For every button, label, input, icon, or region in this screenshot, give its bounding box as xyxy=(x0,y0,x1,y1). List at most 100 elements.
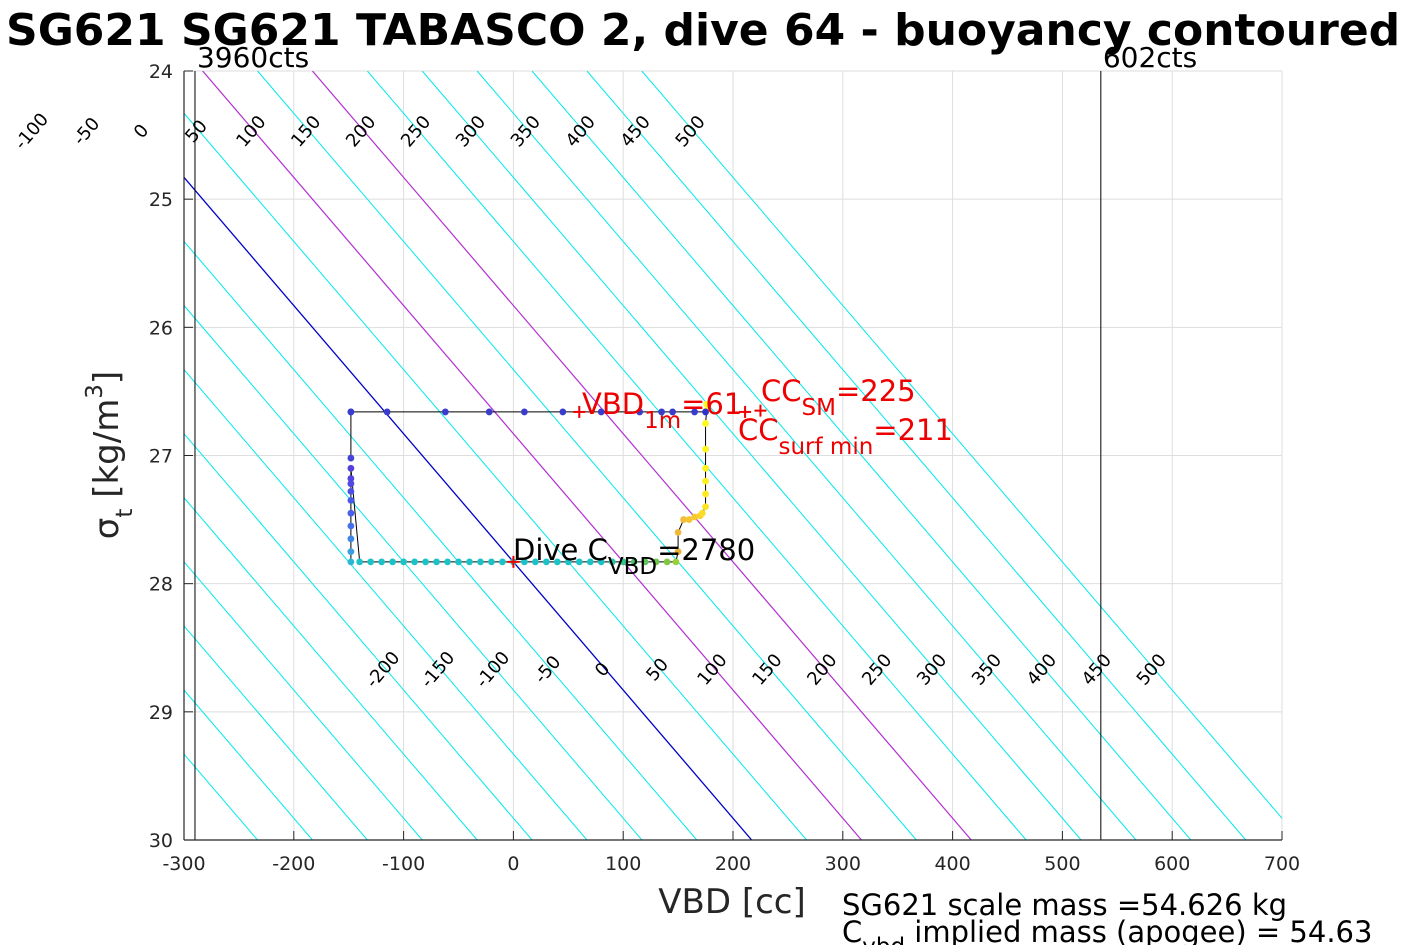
y-tick-label-26: 26 xyxy=(149,317,173,339)
x-tick-label-700: 700 xyxy=(1264,853,1300,875)
cc-surf-min-annotation: CCsurf min=211 xyxy=(738,413,953,460)
x-tick-label--200: -200 xyxy=(272,853,315,875)
vbd-1m-main: VBD xyxy=(582,387,644,421)
dive-track-point xyxy=(597,408,605,416)
axes: -300 -200 -100 0 100 200 300 400 500 600 700242526… xyxy=(149,61,1300,875)
dive-track-point xyxy=(347,475,355,482)
dive-cvbd-rest: =2780 xyxy=(657,533,755,567)
x-tick-label-100: 100 xyxy=(605,853,641,875)
vbd-1m-marker xyxy=(573,405,586,418)
contour-label-top-450: 450 xyxy=(617,112,655,152)
contour-label-top-100: 100 xyxy=(232,112,270,152)
footer-implied-rest: implied mass (apogee) = 54.63 xyxy=(905,915,1372,945)
dive-track xyxy=(347,400,711,566)
dive-track-point xyxy=(455,558,462,566)
x-tick-label-600: 600 xyxy=(1154,853,1190,875)
x-tick-label-0: 0 xyxy=(507,853,519,875)
contour-label-bottom-250: 250 xyxy=(858,650,896,690)
dive-track-point xyxy=(411,558,418,566)
contour-line-150 xyxy=(257,71,917,840)
dive-track-point xyxy=(702,503,709,511)
dive-track-point xyxy=(400,558,407,566)
dive-track-point xyxy=(698,509,706,517)
dive-track-point xyxy=(586,558,594,566)
dive-track-point xyxy=(663,558,671,566)
dive-track-point xyxy=(652,558,660,566)
contour-label-bottom--150: -150 xyxy=(417,647,460,692)
contour-label-top-150: 150 xyxy=(287,112,325,152)
dive-track-point xyxy=(669,408,677,416)
contour-line-450 xyxy=(586,71,1247,840)
dive-track-point xyxy=(630,558,638,566)
contour-line--350 xyxy=(184,625,368,840)
y-axis-sup: 3 xyxy=(82,384,108,399)
dive-track-point xyxy=(477,558,484,566)
contour-label-bottom-150: 150 xyxy=(748,650,786,690)
dive-track-point xyxy=(691,513,698,521)
dive-track-point xyxy=(389,558,397,566)
cc-surf-min-sub: surf min xyxy=(779,434,874,460)
dive-track-point xyxy=(347,464,355,472)
x-tick-label--300: -300 xyxy=(162,853,205,875)
dive-track-point xyxy=(702,490,709,498)
dive-track-point xyxy=(641,558,649,566)
contour-lines xyxy=(184,71,1282,840)
contour-label-top-300: 300 xyxy=(452,112,490,152)
dive-track-point xyxy=(444,558,451,566)
y-axis-close: ] xyxy=(87,371,127,384)
y-tick-label-29: 29 xyxy=(149,702,173,724)
y-axis-sub: t xyxy=(112,509,138,518)
y-axis-sigma: σ xyxy=(87,518,127,540)
contour-line-350 xyxy=(476,71,1137,840)
contour-line--250 xyxy=(184,497,478,840)
cc-sm-main: CC xyxy=(761,374,802,408)
contour-label-top-200: 200 xyxy=(342,112,380,152)
dive-track-point xyxy=(499,558,506,566)
cc-surf-min-marker xyxy=(739,405,752,418)
contour-label-top--50: -50 xyxy=(69,114,104,150)
contour-line-0 xyxy=(184,176,753,840)
contour-line--50 xyxy=(184,240,698,840)
dive-track-point xyxy=(347,408,355,416)
contour-line-250 xyxy=(366,71,1027,840)
dive-track-point xyxy=(674,548,682,556)
x-tick-label-400: 400 xyxy=(934,853,970,875)
contour-label-bottom-200: 200 xyxy=(803,650,841,690)
dive-track-point xyxy=(597,558,605,566)
vbd-1m-rest: =61 xyxy=(681,387,742,421)
x-tick-label-300: 300 xyxy=(825,853,861,875)
dive-track-point xyxy=(674,529,682,536)
y-axis-label: σt [kg/m3] xyxy=(82,371,138,539)
contour-label-bottom-100: 100 xyxy=(693,650,731,690)
contour-label-top-350: 350 xyxy=(507,112,545,152)
dive-track-point xyxy=(542,558,550,566)
dive-track-point xyxy=(347,487,355,495)
dive-track-point xyxy=(422,558,429,566)
dive-track-point xyxy=(356,558,364,566)
x-tick-label--100: -100 xyxy=(382,853,425,875)
contour-label-bottom--200: -200 xyxy=(362,647,405,692)
vbd-1m-sub: 1m xyxy=(644,408,681,434)
chart-title: SG621 SG621 TABASCO 2, dive 64 - buoyanc… xyxy=(6,5,1400,56)
dive-track-point xyxy=(520,558,528,566)
contour-line--400 xyxy=(184,689,313,840)
footer-implied-mass: Cvbd implied mass (apogee) = 54.63 xyxy=(842,915,1372,945)
contour-label-bottom-0: 0 xyxy=(591,659,614,681)
vbd-1m-annotation: VBD1m=61 xyxy=(582,387,742,434)
contour-line--300 xyxy=(184,561,423,840)
dive-track-point xyxy=(378,558,386,566)
y-tick-label-25: 25 xyxy=(149,189,173,211)
dive-track-point xyxy=(553,558,561,566)
dive-track-point xyxy=(672,558,680,566)
dive-cvbd-sub: VBD xyxy=(608,554,657,580)
dive-track-point xyxy=(367,558,375,566)
x-tick-label-500: 500 xyxy=(1044,853,1080,875)
dive-track-point xyxy=(680,516,687,523)
dive-track-point xyxy=(559,408,567,416)
dive-track-point xyxy=(531,558,539,566)
dive-track-point xyxy=(702,464,709,472)
cc-sm-rest: =225 xyxy=(836,374,916,408)
contour-line-500 xyxy=(641,71,1282,819)
cc-surf-min-rest: =211 xyxy=(873,413,953,447)
dive-track-point xyxy=(347,535,355,543)
